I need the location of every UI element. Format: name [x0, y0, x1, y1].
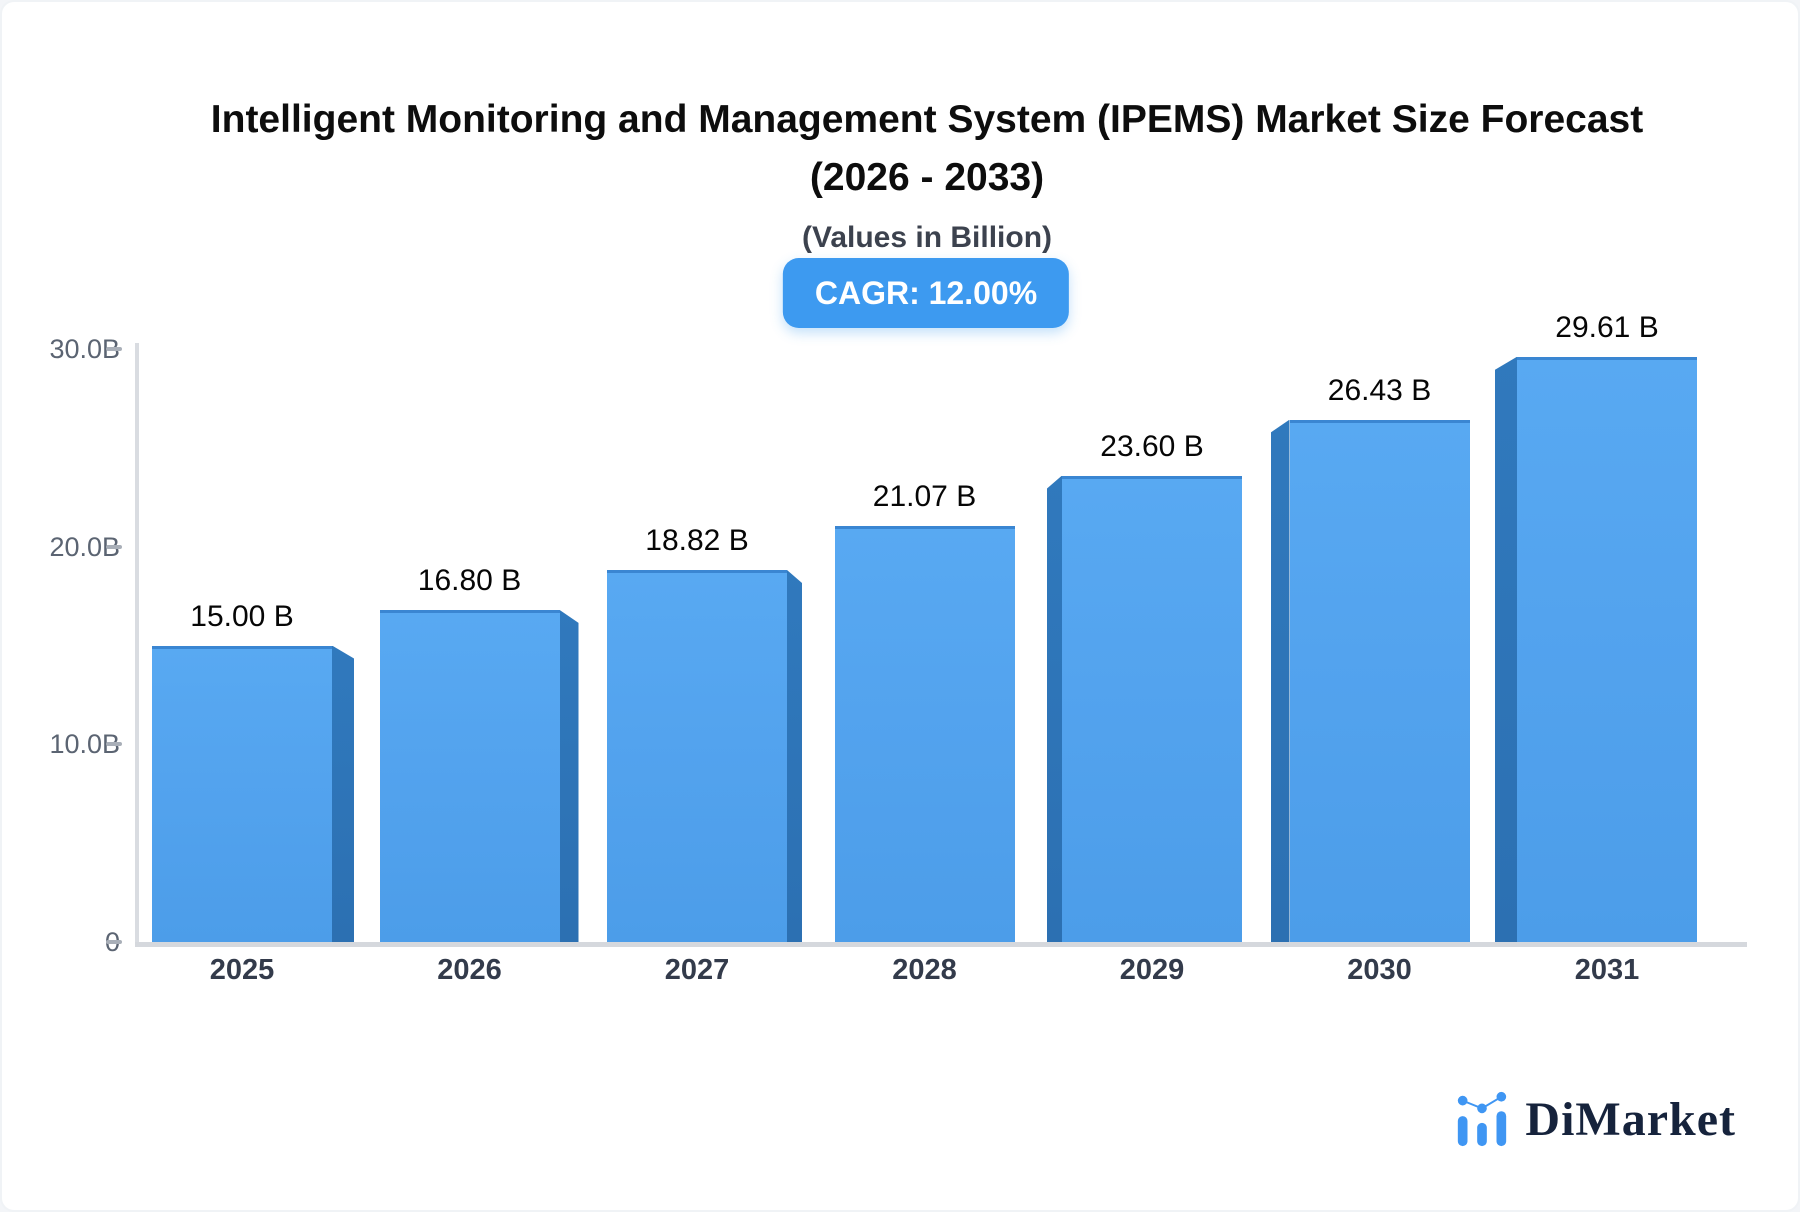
bar-side-2026: [559, 609, 579, 942]
x-axis-label-2030: 2030: [1347, 954, 1412, 986]
bar-value-label: 15.00 B: [190, 599, 294, 633]
chart-title-line1: Intelligent Monitoring and Management Sy…: [210, 98, 1644, 141]
cagr-badge: CAGR: 12.00%: [782, 258, 1070, 328]
bar-side-2030: [1270, 419, 1290, 942]
bar-value-label: 26.43 B: [1327, 373, 1432, 407]
bar-value-label: 23.60 B: [1100, 429, 1204, 463]
chart-title-line2: (2026 - 2033): [809, 156, 1045, 199]
bar-2027: [607, 569, 787, 942]
y-tick-label: 30.0B: [49, 334, 120, 364]
bar-2026: [379, 609, 560, 942]
x-axis-label-2025: 2025: [209, 954, 275, 986]
x-axis-label-2026: 2026: [437, 954, 502, 986]
bar-side-2031: [1495, 356, 1517, 942]
bar-side-2027: [787, 569, 802, 942]
x-axis-label-2031: 2031: [1574, 954, 1640, 986]
x-axis-label-2027: 2027: [664, 954, 730, 986]
x-axis-label-2028: 2028: [892, 954, 957, 986]
chart-subtitle: (Values in Billion): [801, 221, 1053, 254]
bar-value-label: 16.80 B: [417, 563, 522, 597]
logo-text: DiMarket: [1525, 1092, 1736, 1146]
bar-value-label: 18.82 B: [645, 523, 749, 557]
y-tick-label: 20.0B: [49, 531, 120, 562]
bar-2029: [1062, 475, 1242, 942]
bar-chart-logo-icon: [1458, 1091, 1507, 1147]
y-tick-mark: [106, 347, 122, 351]
bar-2028: [834, 525, 1015, 942]
dimarket-logo: DiMarket: [1453, 1090, 1736, 1148]
y-tick-label: 0: [20, 926, 120, 958]
y-tick-mark: [106, 544, 122, 549]
y-tick-mark: [106, 940, 122, 944]
bar-2031: [1517, 356, 1697, 942]
y-tick-mark: [106, 742, 122, 747]
bar-2030: [1289, 419, 1470, 942]
bar-value-label: 21.07 B: [872, 479, 977, 513]
y-tick-label: 10.0B: [49, 729, 120, 760]
x-axis-label-2029: 2029: [1119, 954, 1185, 986]
y-axis-line: [135, 343, 139, 944]
bar-side-2025: [332, 645, 354, 942]
bar-value-label: 29.61 B: [1555, 310, 1659, 344]
x-axis-line: [135, 942, 1747, 947]
bar-2025: [152, 645, 332, 942]
bar-side-2029: [1047, 475, 1062, 942]
